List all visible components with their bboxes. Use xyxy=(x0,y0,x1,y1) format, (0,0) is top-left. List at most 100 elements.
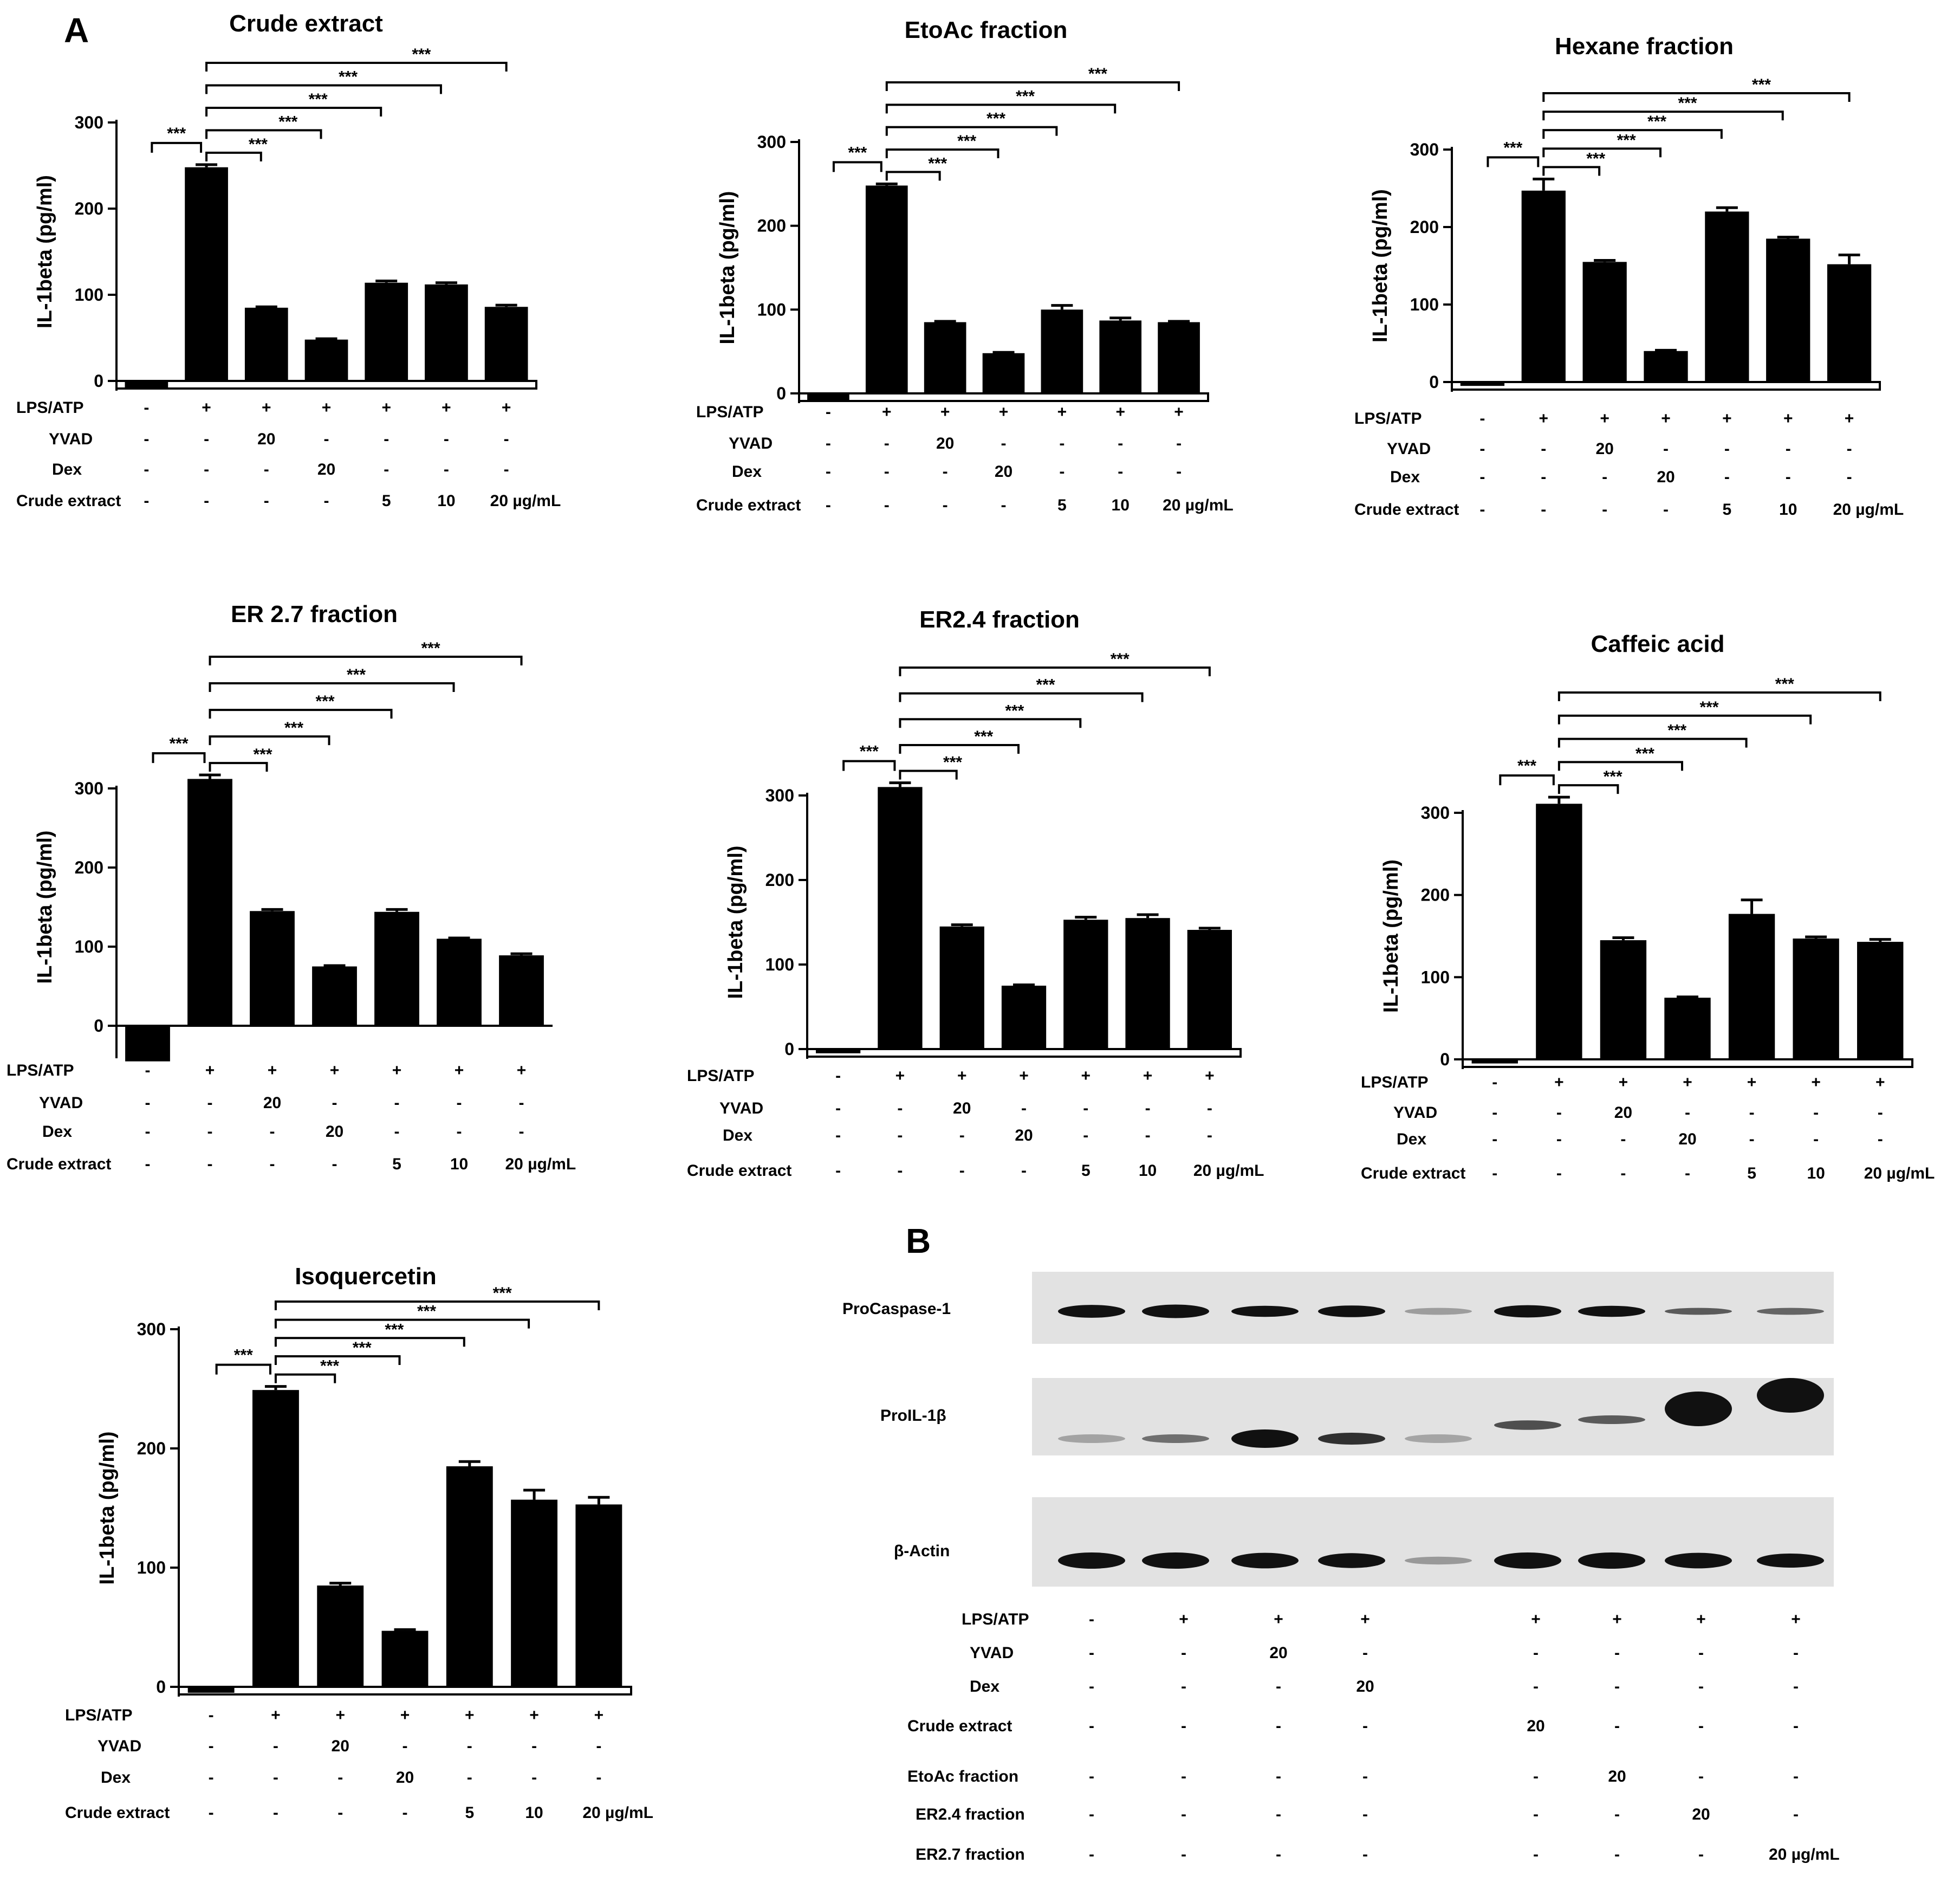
significance-bracket xyxy=(205,84,442,94)
condition-cell: - xyxy=(467,1769,472,1787)
condition-cell: - xyxy=(273,1737,278,1755)
condition-cell: - xyxy=(1021,1099,1027,1117)
significance-label: *** xyxy=(1617,131,1636,149)
blot-condition-cell: - xyxy=(1793,1768,1799,1785)
condition-cell: - xyxy=(209,1804,214,1822)
condition-cell: 20 xyxy=(995,463,1013,481)
condition-cell: + xyxy=(957,1067,967,1085)
condition-cell: - xyxy=(384,430,389,448)
condition-cell: - xyxy=(338,1804,343,1822)
blot-condition-cell: - xyxy=(1362,1717,1368,1735)
condition-cell: - xyxy=(209,1706,214,1724)
blot-band-label: ProCaspase-1 xyxy=(842,1300,951,1318)
significance-label: *** xyxy=(353,1339,372,1357)
condition-cell: + xyxy=(1783,410,1793,428)
condition-cell: - xyxy=(207,1155,213,1173)
condition-row-label: LPS/ATP xyxy=(1354,410,1422,428)
blot-condition-cell: - xyxy=(1698,1717,1704,1735)
blot-band xyxy=(1494,1420,1561,1430)
condition-cell: - xyxy=(884,463,890,481)
significance-bracket xyxy=(274,1337,465,1347)
condition-cell: - xyxy=(1813,1104,1819,1122)
condition-cell: 10 xyxy=(1807,1164,1825,1182)
y-axis-label: IL-1beta (pg/ml) xyxy=(724,846,747,999)
significance-label: *** xyxy=(284,719,303,737)
significance-label: *** xyxy=(347,666,366,684)
condition-cell: - xyxy=(826,496,831,514)
blot-band xyxy=(1665,1552,1732,1569)
blot-band xyxy=(1058,1305,1125,1318)
condition-cell: + xyxy=(1661,410,1671,428)
condition-cell: + xyxy=(1539,410,1549,428)
significance-label: *** xyxy=(234,1347,253,1364)
significance-label: *** xyxy=(167,125,186,143)
condition-cell: + xyxy=(400,1706,410,1724)
bar xyxy=(982,353,1025,393)
condition-cell: + xyxy=(1683,1073,1692,1091)
significance-label: *** xyxy=(253,746,272,763)
y-tick-label: 200 xyxy=(75,199,103,218)
condition-row-label: Dex xyxy=(1397,1130,1426,1148)
condition-cell: 20 xyxy=(1614,1104,1632,1122)
condition-row-label: Crude extract xyxy=(1354,501,1459,519)
condition-cell: + xyxy=(465,1706,475,1724)
bar xyxy=(807,393,849,400)
condition-cell: + xyxy=(1747,1073,1757,1091)
condition-cell: - xyxy=(457,1123,462,1141)
condition-cell: - xyxy=(1021,1162,1027,1180)
condition-cell: 20 xyxy=(936,435,954,452)
blot-condition-cell: - xyxy=(1533,1644,1539,1662)
bar xyxy=(365,282,408,381)
significance-bracket xyxy=(842,760,896,771)
blot-band-label: ProIL-1β xyxy=(880,1407,946,1425)
blot-band xyxy=(1058,1434,1125,1443)
blot-band xyxy=(1494,1305,1561,1318)
condition-cell: - xyxy=(504,461,509,478)
condition-cell: - xyxy=(1118,463,1123,481)
blot-condition-cell: - xyxy=(1698,1644,1704,1662)
bar xyxy=(924,322,966,393)
significance-bracket xyxy=(215,1363,271,1375)
bar-chart-6: Caffeic acid 0 100 200 300 IL-1beta (pg/ml) **… xyxy=(1361,631,1935,1182)
condition-cell: + xyxy=(999,403,1009,421)
bar xyxy=(437,939,482,1026)
bar xyxy=(878,787,923,1049)
condition-cell: 5 xyxy=(382,492,391,510)
condition-cell: - xyxy=(145,1062,151,1079)
condition-cell: - xyxy=(1556,1104,1562,1122)
blot-band xyxy=(1318,1433,1385,1445)
condition-row-label: Dex xyxy=(101,1769,131,1787)
condition-cell: - xyxy=(1749,1104,1755,1122)
condition-cell: 20 xyxy=(317,461,335,478)
significance-label: *** xyxy=(1647,113,1666,131)
bar-chart-4: ER 2.7 fraction 0 100 200 300 IL-1beta (pg/ml… xyxy=(7,601,576,1173)
condition-cell: - xyxy=(531,1737,537,1755)
blot-condition-cell: - xyxy=(1362,1846,1368,1863)
condition-cell: - xyxy=(145,1155,151,1173)
significance-bracket xyxy=(209,762,268,772)
blot-condition-cell: - xyxy=(1793,1644,1799,1662)
blot-condition-cell: - xyxy=(1181,1717,1186,1735)
significance-bracket xyxy=(205,151,262,161)
significance-label: *** xyxy=(169,735,188,753)
blot-band xyxy=(1665,1392,1732,1426)
bar xyxy=(317,1586,364,1687)
significance-label: *** xyxy=(1604,768,1622,786)
condition-row-label: YVAD xyxy=(719,1099,763,1117)
blot-band xyxy=(1318,1553,1385,1568)
condition-cell: + xyxy=(322,399,332,417)
significance-bracket xyxy=(151,141,203,153)
condition-cell: - xyxy=(144,430,149,448)
condition-cell: - xyxy=(519,1123,524,1141)
condition-cell: 5 xyxy=(1723,501,1732,519)
bar xyxy=(1582,262,1627,382)
condition-cell: - xyxy=(270,1155,275,1173)
chart-title: Hexane fraction xyxy=(1555,33,1734,60)
condition-cell: - xyxy=(444,461,449,478)
condition-cell: - xyxy=(467,1737,472,1755)
condition-cell: - xyxy=(1083,1099,1088,1117)
blot-condition-row-label: YVAD xyxy=(970,1644,1014,1662)
condition-cell: - xyxy=(204,492,209,510)
significance-bracket xyxy=(1557,714,1812,724)
